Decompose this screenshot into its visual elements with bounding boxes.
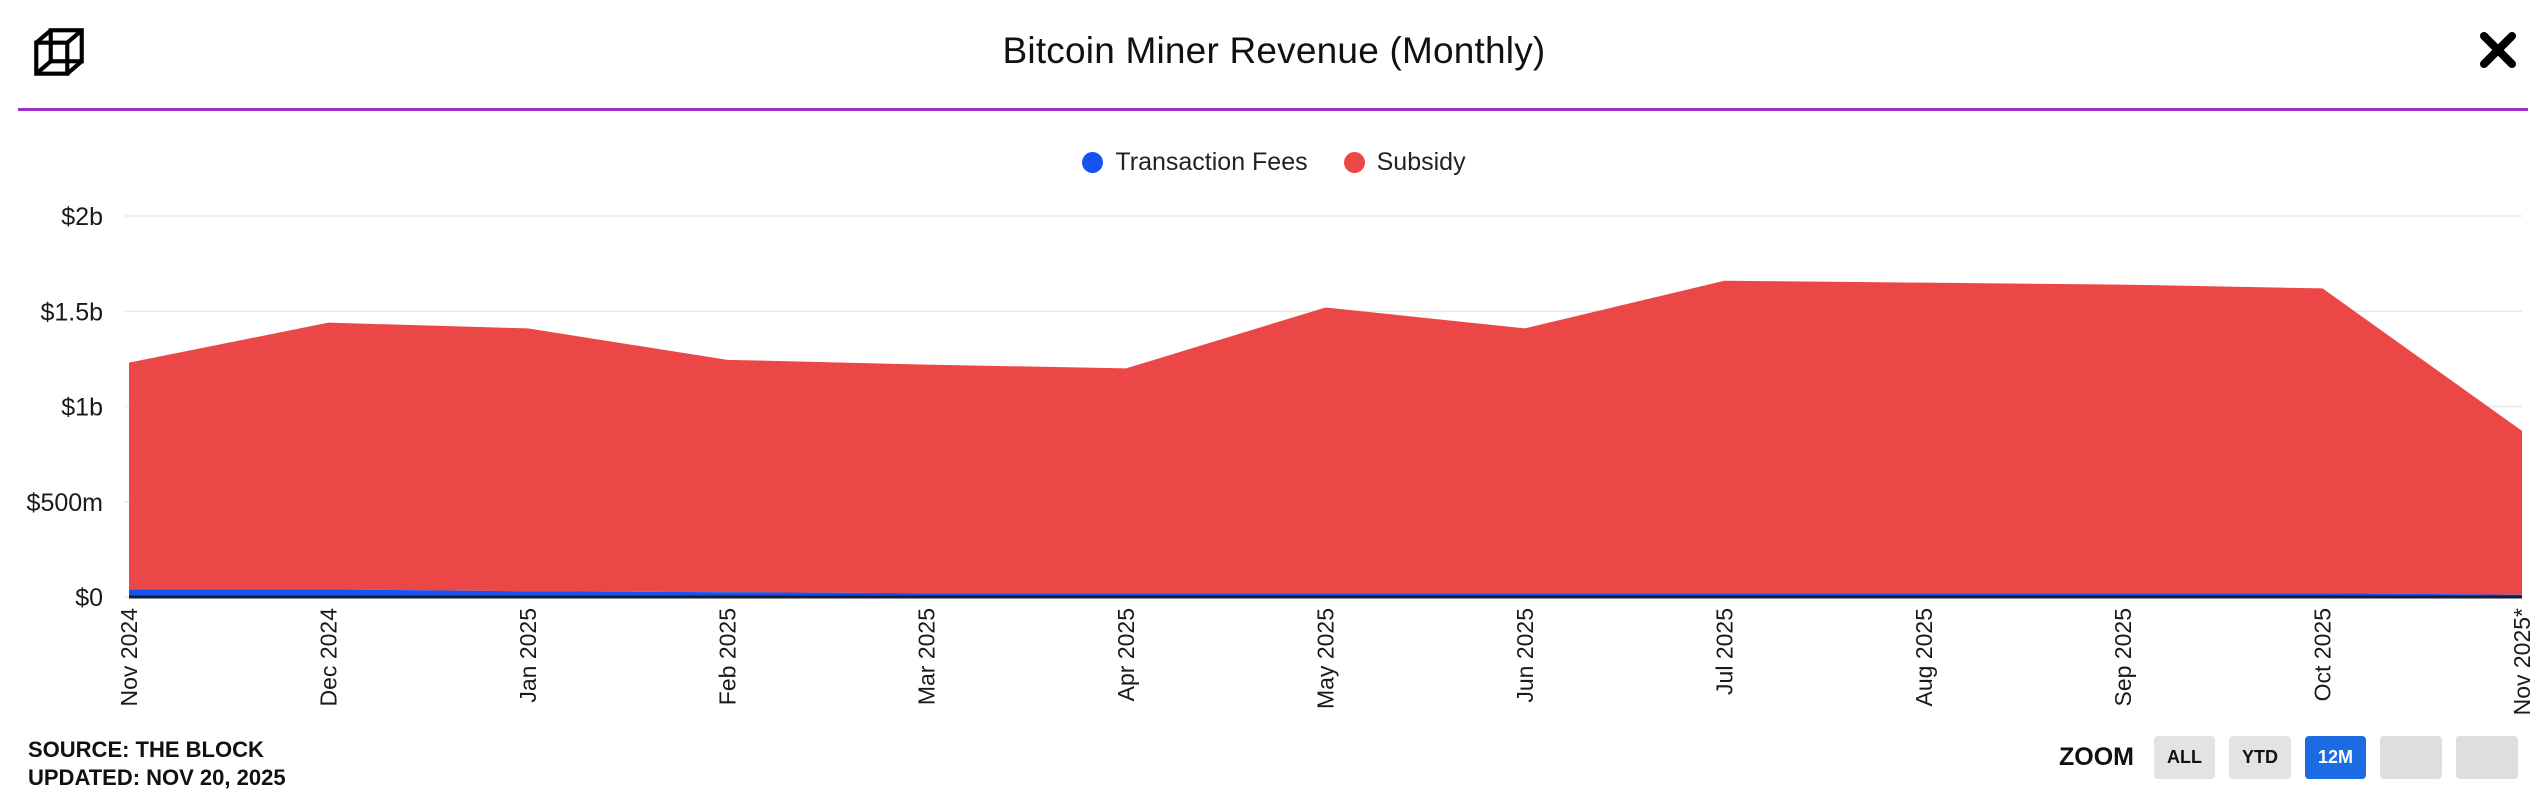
zoom-controls: ZOOM ALL YTD 12M (2059, 736, 2518, 779)
transaction-fees-dot-icon (1082, 152, 1104, 173)
subsidy-area (129, 280, 2522, 595)
legend-item-subsidy: Subsidy (1343, 148, 1466, 177)
legend-label: Subsidy (1376, 148, 1466, 176)
x-axis-tick-label: Nov 2025* (2509, 608, 2535, 715)
close-icon (2480, 32, 2516, 68)
zoom-button-ytd[interactable]: YTD (2228, 736, 2291, 779)
x-axis-tick-label: Aug 2025 (1911, 608, 1937, 706)
chart-legend: Transaction Fees Subsidy (0, 148, 2548, 177)
y-axis-tick-label: $1b (61, 394, 103, 422)
zoom-label: ZOOM (2058, 743, 2134, 771)
y-axis-tick-label: $2b (61, 203, 103, 231)
x-axis-tick-label: May 2025 (1313, 608, 1339, 709)
source-line: SOURCE: THE BLOCK (28, 737, 264, 762)
x-axis-tick-label: Apr 2025 (1113, 608, 1139, 701)
x-axis-tick-label: Jun 2025 (1512, 608, 1538, 703)
y-axis-tick-label: $500m (27, 489, 103, 517)
the-block-logo (34, 28, 84, 76)
x-axis-tick-label: Jan 2025 (515, 608, 541, 703)
x-axis-tick-label: Sep 2025 (2110, 608, 2136, 706)
legend-label: Transaction Fees (1115, 148, 1308, 176)
zoom-button-12m[interactable]: 12M (2304, 736, 2366, 779)
zoom-button-empty-2[interactable] (2456, 736, 2518, 779)
x-axis-tick-label: Oct 2025 (2310, 608, 2336, 701)
updated-line: UPDATED: NOV 20, 2025 (28, 765, 286, 790)
zoom-button-empty-1[interactable] (2380, 736, 2442, 779)
x-axis-tick-label: Jul 2025 (1711, 608, 1737, 695)
x-axis-tick-label: Mar 2025 (914, 608, 940, 705)
close-button[interactable] (2472, 24, 2524, 76)
y-axis-tick-label: $0 (75, 584, 103, 612)
page-title: Bitcoin Miner Revenue (Monthly) (1002, 30, 1546, 71)
y-axis-tick-label: $1.5b (40, 298, 103, 326)
x-axis-tick-label: Dec 2024 (315, 608, 341, 707)
subsidy-dot-icon (1343, 152, 1365, 173)
x-axis-tick-label: Feb 2025 (714, 608, 740, 705)
zoom-button-all[interactable]: ALL (2153, 736, 2215, 779)
purple-divider (18, 108, 2528, 111)
x-axis-tick-label: Nov 2024 (116, 608, 142, 707)
source-attribution: SOURCE: THE BLOCK UPDATED: NOV 20, 2025 (28, 736, 286, 792)
legend-item-transaction-fees: Transaction Fees (1082, 148, 1308, 177)
transaction-fees-area (129, 589, 2522, 597)
